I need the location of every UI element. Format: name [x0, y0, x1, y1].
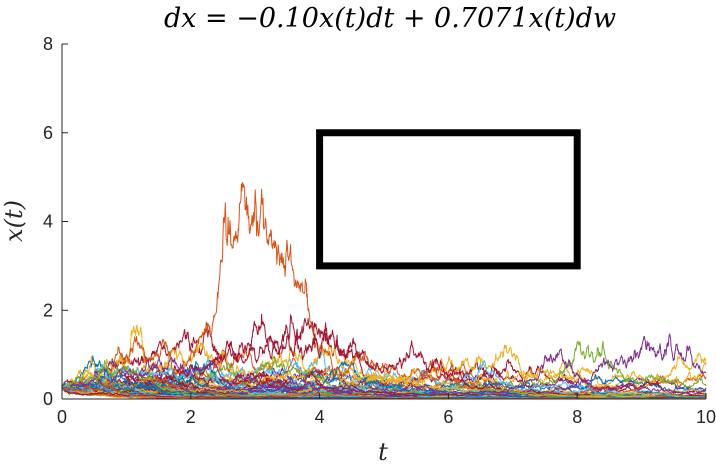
series-group: [61, 182, 707, 400]
series-path: [61, 324, 707, 393]
x-tick-label: 8: [572, 407, 582, 427]
x-tick-label: 10: [696, 407, 716, 427]
y-axis-label: x(t): [0, 200, 28, 242]
y-tick-label: 0: [43, 389, 53, 409]
chart-title: dx = −0.10x(t)dt + 0.7071x(t)dw: [164, 3, 616, 34]
y-tick-label: 4: [43, 212, 53, 232]
x-tick-label: 2: [186, 407, 196, 427]
y-tick-label: 6: [43, 123, 53, 143]
axes: 0 2 4 6 8 10 0 2 4 6 8: [43, 34, 716, 427]
x-tick-label: 6: [443, 407, 453, 427]
x-tick-label: 0: [57, 407, 67, 427]
annotation-layer: [316, 129, 581, 270]
y-tick-label: 8: [43, 34, 53, 54]
x-tick-label: 4: [315, 407, 325, 427]
annotation-box: [316, 129, 581, 270]
x-axis-label: t: [378, 438, 388, 464]
y-tick-label: 2: [43, 300, 53, 320]
